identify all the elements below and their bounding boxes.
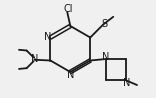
Text: S: S [101,19,107,29]
Text: N: N [31,54,38,64]
Text: Cl: Cl [63,4,73,14]
Text: N: N [102,52,110,62]
Text: N: N [67,70,74,80]
Text: N: N [44,32,51,42]
Text: N: N [123,78,130,88]
